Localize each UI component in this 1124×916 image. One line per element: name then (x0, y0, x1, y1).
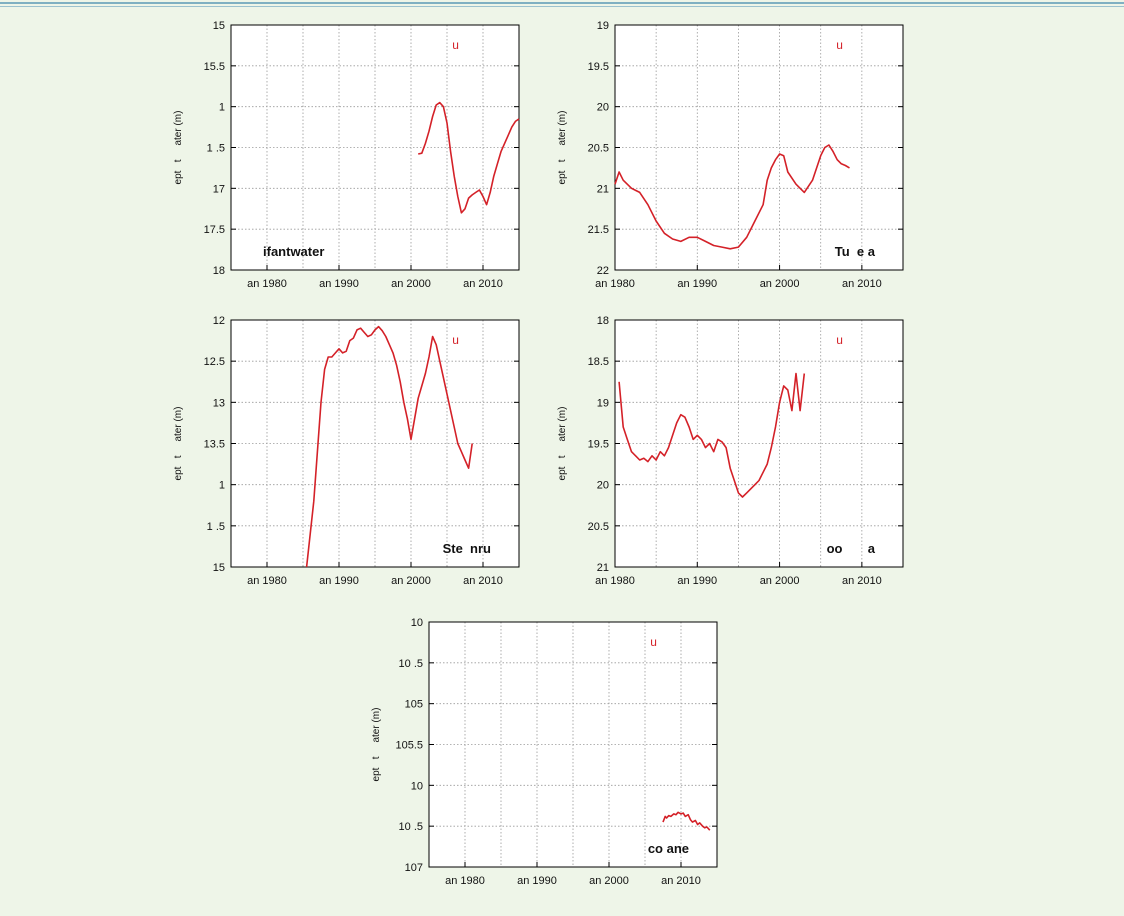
series-line (618, 372, 806, 498)
y-tick-label: 18 (213, 265, 225, 277)
x-tick-label: an 2000 (760, 278, 800, 290)
y-tick-label: 12.5 (204, 356, 225, 368)
panel-label: Tu e a (835, 244, 876, 259)
y-tick-label: 18 (597, 315, 609, 327)
y-axis-label: ept t ater (m) (173, 111, 184, 185)
x-tick-label: an 2010 (842, 278, 882, 290)
header-rule-thin (0, 6, 1124, 7)
x-tick-label: an 2010 (661, 875, 701, 887)
y-tick-label: 15 (213, 20, 225, 32)
x-tick-label: an 1980 (247, 575, 287, 587)
y-tick-label: 20.5 (588, 143, 609, 155)
y-tick-label: 12 (213, 315, 225, 327)
y-tick-label: 13 (213, 397, 225, 409)
series-line (662, 811, 711, 831)
y-tick-label: 20.5 (588, 521, 609, 533)
legend-label: u (650, 635, 657, 649)
x-tick-label: an 1990 (677, 575, 717, 587)
x-tick-label: an 1990 (677, 278, 717, 290)
y-axis-label: ept t ater (m) (557, 111, 568, 185)
series-line (614, 144, 850, 250)
y-tick-label: 105.5 (395, 740, 423, 752)
y-tick-label: 22 (597, 265, 609, 277)
x-tick-label: an 2000 (391, 575, 431, 587)
y-tick-label: 21.5 (588, 224, 609, 236)
chart-panel-3: 12 12.5 13 13.5 1 1 .5 15 an 1980 an 1990 an 2000… (173, 315, 520, 587)
y-tick-label: 19 (597, 397, 609, 409)
x-tick-label: an 1980 (595, 575, 635, 587)
y-tick-label: 1 (219, 102, 225, 114)
y-axis-label: ept t ater (m) (371, 708, 382, 782)
y-tick-label: 15 (213, 562, 225, 574)
y-tick-label: 19.5 (588, 439, 609, 451)
y-tick-label: 19.5 (588, 61, 609, 73)
plot-frame (614, 319, 904, 568)
y-axis-label: ept t ater (m) (173, 407, 184, 481)
x-tick-label: an 1980 (247, 278, 287, 290)
legend-label: u (836, 38, 843, 52)
series-line (418, 101, 520, 214)
x-tick-label: an 1980 (445, 875, 485, 887)
panel-label: oo a (827, 541, 876, 556)
y-tick-label: 107 (405, 862, 423, 874)
plot-frame (614, 24, 904, 271)
series-line (305, 325, 473, 568)
y-axis-label: ept t ater (m) (557, 407, 568, 481)
y-tick-label: 20 (597, 102, 609, 114)
header-rule (0, 2, 1124, 4)
plot-frame (230, 24, 520, 271)
panel-label: ifantwater (263, 244, 324, 259)
y-tick-label: 1 .5 (207, 143, 225, 155)
y-tick-label: 21 (597, 562, 609, 574)
y-tick-label: 17 (213, 183, 225, 195)
y-tick-label: 13.5 (204, 439, 225, 451)
y-tick-label: 10 (411, 617, 423, 629)
x-tick-label: an 2010 (842, 575, 882, 587)
y-tick-label: 21 (597, 183, 609, 195)
y-tick-label: 19 (597, 20, 609, 32)
x-tick-label: an 1980 (595, 278, 635, 290)
plot-frame (428, 621, 718, 868)
y-tick-label: 1 (219, 480, 225, 492)
y-tick-label: 105 (405, 699, 423, 711)
x-tick-label: an 2000 (589, 875, 629, 887)
x-tick-label: an 2010 (463, 278, 503, 290)
y-tick-label: 15.5 (204, 61, 225, 73)
legend-label: u (836, 333, 843, 347)
y-tick-label: 10 .5 (399, 821, 423, 833)
panel-label: Ste nru (443, 541, 491, 556)
x-tick-label: an 2000 (760, 575, 800, 587)
x-tick-label: an 1990 (319, 278, 359, 290)
chart-panel-1: 15 15.5 1 1 .5 17 17.5 18 an 1980 an 1990 an 2000… (173, 20, 520, 290)
y-tick-label: 1 .5 (207, 521, 225, 533)
x-tick-label: an 2010 (463, 575, 503, 587)
x-tick-label: an 2000 (391, 278, 431, 290)
x-tick-label: an 1990 (319, 575, 359, 587)
y-tick-label: 10 (411, 780, 423, 792)
y-tick-label: 10 .5 (399, 658, 423, 670)
legend-label: u (452, 333, 459, 347)
y-tick-label: 17.5 (204, 224, 225, 236)
legend-label: u (452, 38, 459, 52)
panel-label: co ane (648, 841, 689, 856)
y-tick-label: 18.5 (588, 356, 609, 368)
y-tick-label: 20 (597, 480, 609, 492)
chart-panel-5: 10 10 .5 105 105.5 10 10 .5 107 an 1980 an 1990 a… (371, 617, 718, 887)
x-tick-label: an 1990 (517, 875, 557, 887)
plot-frame (230, 319, 520, 568)
